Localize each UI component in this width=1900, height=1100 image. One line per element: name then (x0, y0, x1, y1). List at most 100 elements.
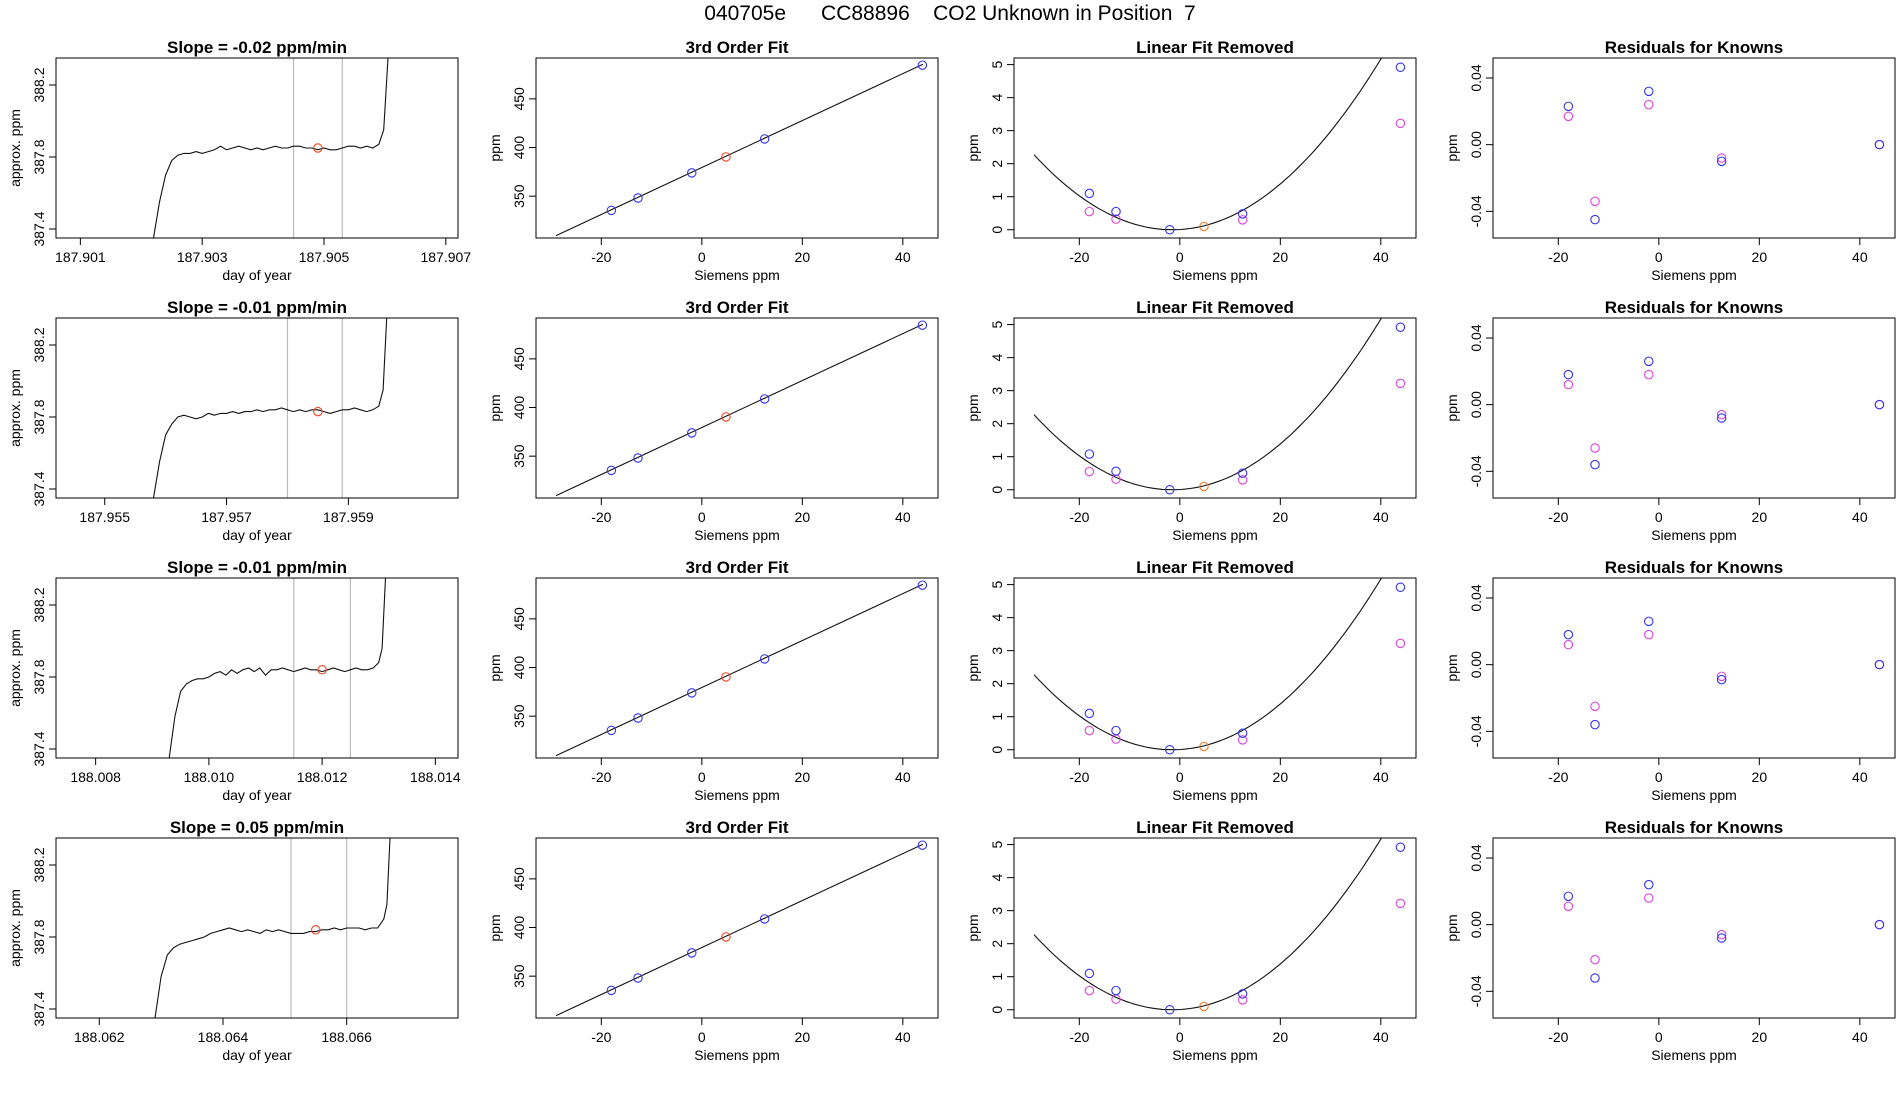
panel-data (1563, 356, 1885, 470)
known-point (917, 320, 928, 330)
y-tick-label: 5 (989, 581, 1005, 589)
y-tick-label: 3 (989, 127, 1005, 135)
x-tick-label: -20 (1069, 509, 1089, 525)
y-tick-label: 0.04 (1468, 584, 1484, 611)
panel-data (1033, 318, 1406, 495)
known-point (1644, 86, 1654, 97)
y-tick-label: 350 (511, 704, 527, 728)
alt-known-point (1590, 196, 1600, 207)
x-tick-label: -20 (1069, 769, 1089, 785)
x-tick-label: 20 (1752, 769, 1768, 785)
x-tick-label: 0 (698, 769, 706, 785)
x-tick-label: 0 (1176, 249, 1184, 265)
y-tick-label: 0 (989, 486, 1005, 494)
mean-point (313, 406, 323, 417)
fit-curve (1033, 58, 1383, 231)
y-tick-label: 1 (989, 713, 1005, 721)
panel-title: Residuals for Knowns (1605, 38, 1784, 57)
alt-known-point (1237, 735, 1248, 745)
x-axis-label: Siemens ppm (694, 267, 780, 283)
panel-3rd-order-fit-row-2: 3rd Order Fit -20 0 20 40 350 400 450 Siemens pp… (487, 298, 939, 543)
x-axis-label: Siemens ppm (1651, 267, 1737, 283)
y-tick-label: 0.04 (1468, 324, 1484, 351)
known-point (1563, 369, 1574, 380)
x-tick-label: 188.062 (74, 1029, 125, 1045)
x-tick-label: -20 (591, 769, 611, 785)
panel-title: Linear Fit Removed (1136, 298, 1294, 317)
x-tick-label: 0 (1176, 1029, 1184, 1045)
x-axis-label: Siemens ppm (1172, 787, 1258, 803)
alt-known-point (1716, 929, 1727, 940)
y-tick-label: 350 (511, 444, 527, 468)
y-tick-label: 400 (511, 916, 527, 940)
x-axis-label: Siemens ppm (1172, 1047, 1258, 1063)
x-tick-label: -20 (1548, 509, 1568, 525)
known-point (1716, 156, 1727, 167)
x-tick-label: 0 (698, 249, 706, 265)
y-axis-label: ppm (487, 394, 503, 421)
y-tick-label: 450 (511, 87, 527, 111)
alt-known-point (1563, 901, 1574, 912)
y-tick-label: 450 (511, 607, 527, 631)
known-point (633, 193, 643, 203)
y-axis-label: approx. ppm (7, 889, 23, 967)
x-axis-label: Siemens ppm (1651, 1047, 1737, 1063)
mean-point (311, 925, 321, 935)
plot-frame (1492, 57, 1896, 239)
x-tick-label: 0 (1655, 509, 1663, 525)
alt-known-point (1644, 99, 1654, 110)
known-point (1084, 968, 1095, 979)
known-point (1874, 399, 1885, 410)
panel-linear-fit-removed-row-4: Linear Fit Removed -20 0 20 40 0 1 2 3 4 5 Siemens … (965, 818, 1417, 1063)
panel-title: 3rd Order Fit (686, 558, 789, 577)
x-tick-label: 20 (795, 1029, 811, 1045)
known-point (1165, 1004, 1175, 1015)
panel-residuals-row-1: Residuals for Knowns -20 0 20 40 -0.04 0.00 0.0… (1444, 38, 1896, 283)
fit-curve (1033, 838, 1383, 1011)
x-tick-label: 187.959 (323, 509, 374, 525)
x-tick-label: -20 (591, 509, 611, 525)
y-tick-label: 2 (989, 420, 1005, 428)
y-tick-label: -0.04 (1468, 715, 1484, 747)
alt-known-point (1084, 985, 1095, 996)
y-tick-label: 0.04 (1468, 844, 1484, 871)
panel-title: 3rd Order Fit (686, 38, 789, 57)
plot-frame (1013, 837, 1417, 1019)
plot-frame (55, 317, 459, 499)
x-tick-label: 20 (795, 769, 811, 785)
known-point (1590, 459, 1600, 470)
y-axis-label: ppm (965, 654, 981, 681)
y-tick-label: 388.2 (31, 587, 47, 622)
known-point (1716, 413, 1727, 423)
x-tick-label: 40 (895, 509, 911, 525)
x-axis-label: day of year (222, 267, 292, 283)
y-tick-label: 0.00 (1468, 131, 1484, 158)
panel-data (555, 320, 928, 497)
panel-data (1033, 578, 1406, 755)
ppm-trace (152, 58, 389, 238)
y-tick-label: 3 (989, 647, 1005, 655)
fit-line (555, 63, 924, 237)
alt-known-point (1590, 443, 1600, 453)
plot-frame (55, 837, 459, 1019)
y-tick-label: 1 (989, 973, 1005, 981)
x-axis-label: Siemens ppm (694, 787, 780, 803)
x-tick-label: -20 (591, 249, 611, 265)
alt-known-point (1237, 995, 1248, 1005)
alt-known-point (1237, 475, 1248, 485)
x-tick-label: 0 (1176, 769, 1184, 785)
panel-time-series-row-3: Slope = -0.01 ppm/min 188.008 188.010 188.0… (7, 558, 461, 803)
known-point (1716, 933, 1727, 943)
y-tick-label: 0.00 (1468, 651, 1484, 678)
plot-frame (1013, 57, 1417, 239)
x-tick-label: 0 (1176, 509, 1184, 525)
x-tick-label: 187.903 (177, 249, 228, 265)
alt-known-point (1111, 214, 1121, 224)
y-tick-label: 0.00 (1468, 391, 1484, 418)
plot-frame (55, 57, 459, 239)
known-point (606, 725, 617, 736)
y-axis-label: ppm (965, 914, 981, 941)
y-tick-label: 387.8 (31, 659, 47, 694)
y-tick-label: 0.00 (1468, 911, 1484, 938)
unknown-point (721, 152, 731, 162)
